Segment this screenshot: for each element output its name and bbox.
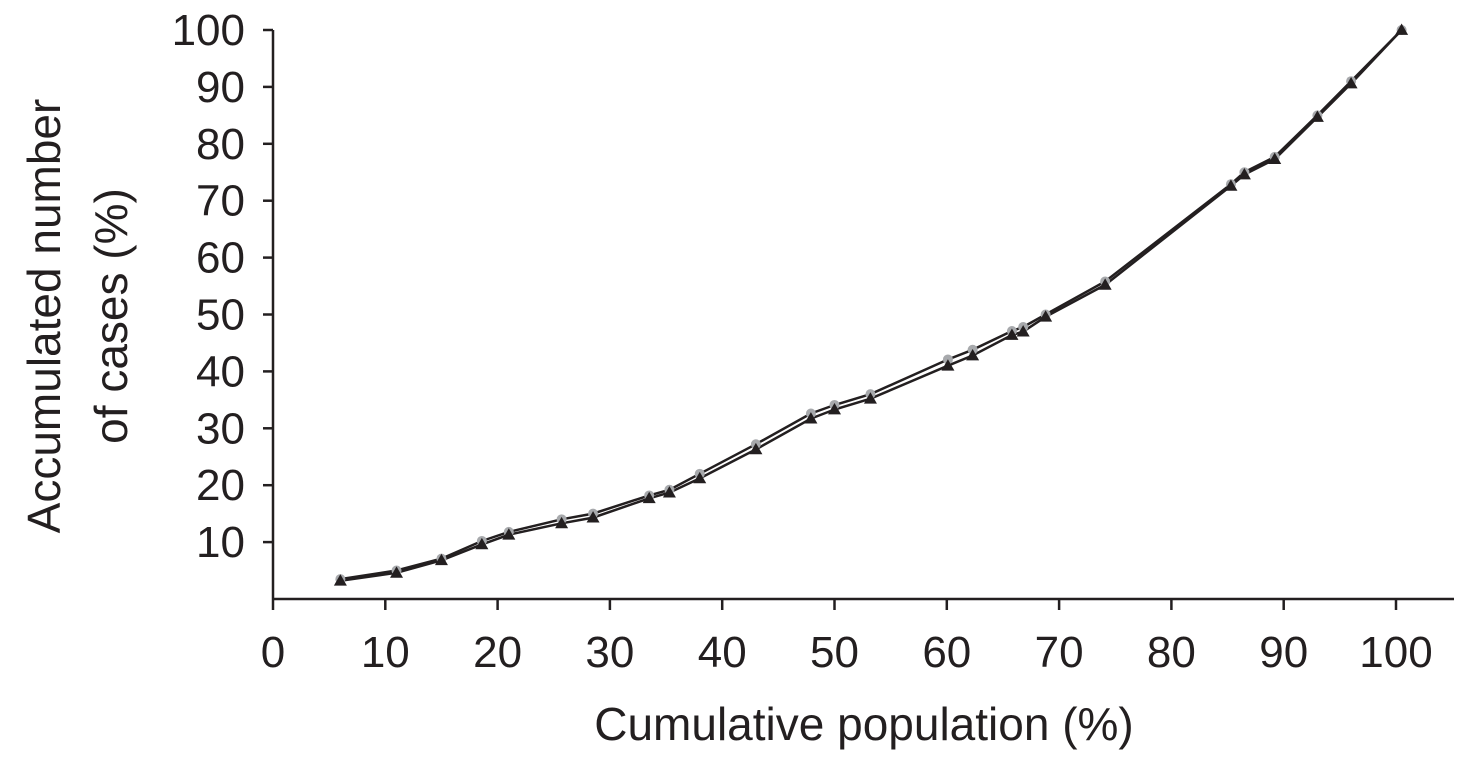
- y-tick-label: 50: [196, 291, 245, 340]
- x-tick-label: 30: [585, 628, 634, 677]
- data-point-triangle: [502, 528, 516, 540]
- y-tick-label: 100: [172, 6, 245, 55]
- data-point-triangle: [863, 392, 877, 404]
- x-tick-label: 70: [1035, 628, 1084, 677]
- x-tick-label: 10: [361, 628, 410, 677]
- x-tick-label: 0: [261, 628, 285, 677]
- data-point-triangle: [1224, 179, 1238, 191]
- y-tick-label: 20: [196, 461, 245, 510]
- series-line-circle: [340, 29, 1403, 581]
- x-tick-label: 40: [698, 628, 747, 677]
- data-point-triangle: [333, 574, 347, 586]
- data-point-triangle: [475, 537, 489, 550]
- data-point-triangle: [804, 412, 818, 424]
- axes: [271, 30, 1454, 601]
- data-point-triangle: [662, 486, 676, 498]
- y-tick-label: 40: [196, 347, 245, 396]
- tick-group: 0 10 20 30 40 50 60 70 80 90 100 10 20 30 40 50 60 70 80 90…: [172, 6, 1433, 677]
- y-tick-label: 80: [196, 120, 245, 169]
- y-axis-title-line-2: of cases (%): [85, 188, 137, 444]
- series-line-triangle: [340, 29, 1403, 583]
- data-point-triangle: [966, 348, 980, 361]
- data-point-triangle: [1268, 152, 1282, 165]
- x-tick-label: 90: [1259, 628, 1308, 677]
- y-tick-label: 70: [196, 177, 245, 226]
- x-tick-label: 20: [473, 628, 522, 677]
- data-point-triangle: [586, 511, 600, 523]
- x-tick-label: 50: [810, 628, 859, 677]
- data-point-triangle: [1098, 278, 1112, 290]
- data-point-triangle: [1237, 168, 1251, 180]
- data-point-triangle: [941, 359, 955, 371]
- y-tick-label: 10: [196, 518, 245, 567]
- data-point-triangle: [390, 566, 404, 578]
- x-tick-label: 60: [922, 628, 971, 677]
- x-tick-label: 100: [1359, 628, 1432, 677]
- data-point-triangle: [1016, 325, 1030, 337]
- data-point-triangle: [1310, 110, 1324, 122]
- data-point-triangle: [1005, 328, 1019, 340]
- x-tick-label: 80: [1147, 628, 1196, 677]
- data-point-triangle: [693, 471, 707, 484]
- data-point-triangle: [434, 553, 448, 566]
- data-point-triangle: [642, 491, 656, 504]
- series-group: [333, 23, 1409, 586]
- x-axis-title: Cumulative population (%): [594, 698, 1134, 750]
- data-point-triangle: [555, 516, 569, 529]
- data-point-triangle: [1395, 23, 1409, 35]
- data-point-triangle: [828, 403, 841, 415]
- y-tick-label: 90: [196, 63, 245, 112]
- data-point-triangle: [1344, 76, 1358, 89]
- data-point-triangle: [749, 442, 763, 455]
- y-axis-title-line-1: Accumulated number: [18, 99, 70, 534]
- data-point-triangle: [1039, 310, 1053, 322]
- y-tick-label: 30: [196, 404, 245, 453]
- y-tick-label: 60: [196, 234, 245, 283]
